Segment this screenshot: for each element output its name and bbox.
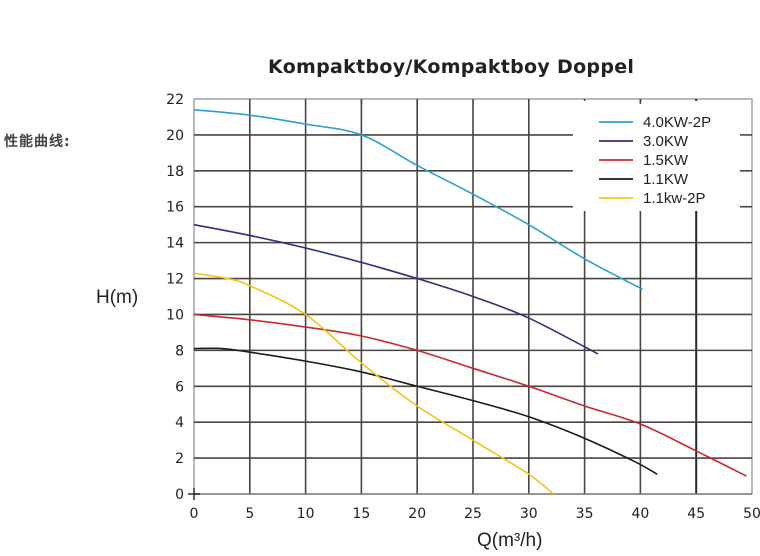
x-tick-label: 25 [464,506,482,522]
x-tick-label: 40 [631,506,649,522]
x-tick-label: 5 [245,506,254,522]
x-axis-label: Q(m³/h) [477,530,543,551]
x-tick-label: 0 [190,506,199,522]
legend-label: 4.0KW-2P [643,114,711,131]
curve-4-0kw-2p [193,108,644,291]
curves [193,108,747,495]
axis-ticks: 0 5 10 15 20 25 30 35 40 45 50 0 2 4 6 8 10 12 14 16 18 20 22 [166,92,760,522]
curve-1-1kw-2p [193,272,554,495]
legend: 4.0KW-2P 3.0KW 1.5KW 1.1KW 1.1kw-2P [360,99,752,211]
y-tick-label: 18 [166,164,184,180]
y-tick-label: 4 [175,415,184,431]
y-tick-label: 16 [166,200,184,216]
y-tick-label: 22 [166,92,184,108]
y-tick-label: 6 [175,379,184,395]
x-tick-label: 50 [743,506,760,522]
x-tick-label: 45 [687,506,705,522]
legend-label: 1.1KW [643,171,689,188]
y-tick-label: 14 [166,236,184,252]
y-tick-label: 2 [175,451,184,467]
legend-box [573,101,751,211]
legend-label: 3.0KW [643,133,689,150]
x-tick-label: 10 [297,506,315,522]
curve-3-0kw [193,223,599,355]
y-axis-label: H(m) [96,287,139,308]
legend-label: 1.5KW [643,152,689,169]
legend-label: 1.1kw-2P [643,190,706,207]
curve-1-5kw [193,313,747,477]
curve-1-1kw [193,347,658,475]
y-tick-label: 20 [166,128,184,144]
x-tick-label: 35 [576,506,594,522]
y-tick-label: 8 [175,343,184,359]
section-label: 性能曲线: [4,134,71,150]
x-tick-label: 15 [352,506,370,522]
y-tick-label: 10 [166,307,184,323]
x-tick-label: 30 [520,506,538,522]
x-tick-label: 20 [408,506,426,522]
y-tick-label: 0 [175,487,184,503]
y-tick-label: 12 [166,272,184,288]
chart-title: Kompaktboy/Kompaktboy Doppel [268,56,635,78]
